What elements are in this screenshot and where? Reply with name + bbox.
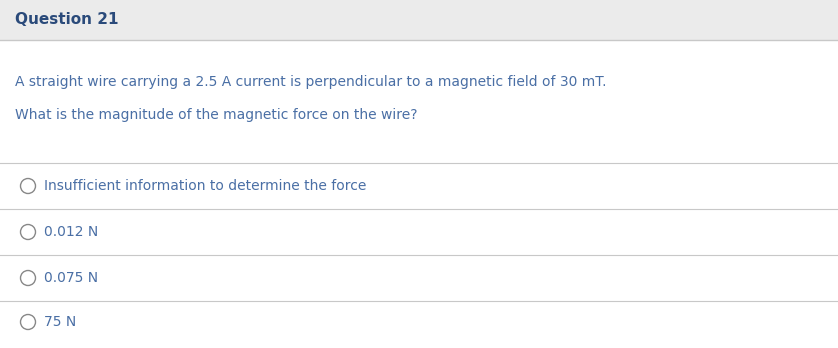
Text: Question 21: Question 21 <box>15 13 118 27</box>
Bar <box>0 0 838 40</box>
Text: 0.075 N: 0.075 N <box>44 271 98 285</box>
Text: Insufficient information to determine the force: Insufficient information to determine th… <box>44 179 366 193</box>
Text: What is the magnitude of the magnetic force on the wire?: What is the magnitude of the magnetic fo… <box>15 108 417 122</box>
Text: 0.012 N: 0.012 N <box>44 225 98 239</box>
Text: A straight wire carrying a 2.5 A current is perpendicular to a magnetic field of: A straight wire carrying a 2.5 A current… <box>15 75 607 89</box>
Text: 75 N: 75 N <box>44 315 76 329</box>
